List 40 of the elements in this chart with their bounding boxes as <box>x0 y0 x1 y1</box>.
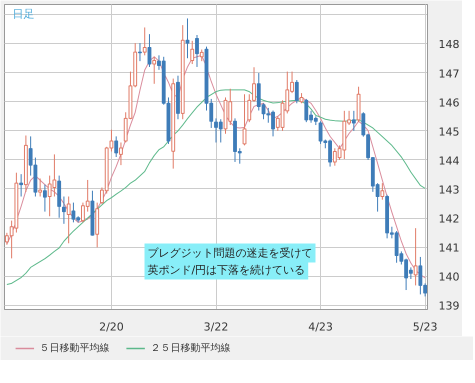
legend-label: ５日移動平均線 <box>40 342 110 354</box>
y-tick-label: 141 <box>438 242 460 255</box>
y-tick-label: 145 <box>438 125 460 138</box>
candlestick <box>114 136 118 158</box>
y-tick-label: 144 <box>438 154 460 168</box>
candlestick <box>19 174 24 198</box>
candlestick <box>119 142 123 166</box>
candlestick <box>42 184 47 212</box>
candlestick <box>66 196 71 244</box>
candlestick <box>414 228 418 286</box>
x-tick-label: 5/23 <box>412 320 438 334</box>
candlestick <box>200 49 204 62</box>
y-tick-label: 139 <box>438 300 460 313</box>
y-tick-label: 147 <box>438 67 460 80</box>
candlestick <box>352 110 356 132</box>
legend-label: ２５日移動平均線 <box>150 342 230 354</box>
y-tick-label: 148 <box>438 38 460 52</box>
candlestick <box>300 92 304 104</box>
candlestick <box>152 56 156 84</box>
candlestick <box>62 196 66 224</box>
candlestick <box>186 18 190 59</box>
chart-title: 日足 <box>12 8 34 20</box>
y-tick-label: 142 <box>438 212 460 226</box>
annotation: 英ポンド/円は下落を続けている <box>148 264 306 276</box>
candlestick <box>380 182 384 200</box>
candlestick <box>148 34 152 68</box>
candlestick <box>138 42 142 62</box>
x-tick-label: 3/22 <box>204 320 228 334</box>
x-tick-label: 2/20 <box>99 320 124 334</box>
y-tick-label: 143 <box>438 183 460 196</box>
candlestick <box>195 34 199 68</box>
candlestick <box>38 178 42 198</box>
y-tick-label: 140 <box>438 270 460 284</box>
candlestick <box>242 94 246 146</box>
x-tick-label: 4/23 <box>308 320 333 334</box>
y-tick-label: 146 <box>438 96 460 110</box>
candlestick <box>294 80 299 104</box>
candlestick <box>142 26 147 56</box>
annotation: ブレグジット問題の迷走を受けて <box>148 246 312 260</box>
candlestick <box>190 40 194 65</box>
